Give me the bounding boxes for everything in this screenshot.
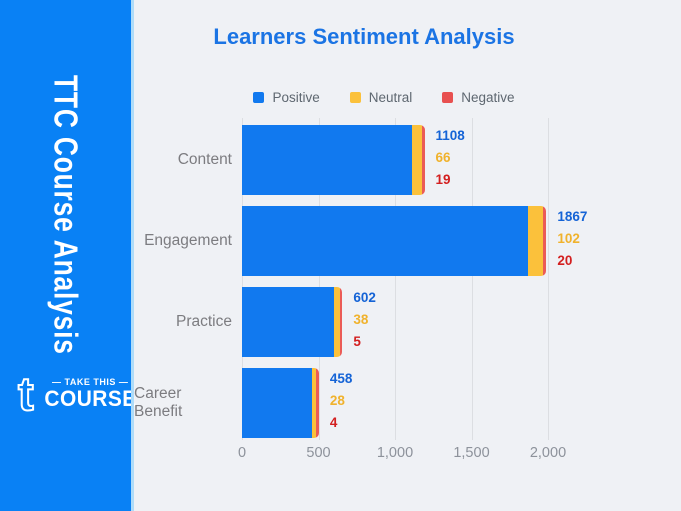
bar-row: Practice 602 38 5 <box>134 287 681 357</box>
sidebar: TTC Course Analysis t — TAKE THIS — COUR… <box>0 0 136 511</box>
x-axis-label: 1,000 <box>376 445 414 461</box>
x-axis-label: 500 <box>306 445 331 461</box>
value-label-neutral: 28 <box>329 393 345 408</box>
bar-segment-neutral <box>527 206 544 276</box>
legend-item-positive: Positive <box>253 90 320 105</box>
legend-item-negative: Negative <box>442 90 515 105</box>
bar-row: Career Benefit 458 28 4 <box>134 368 681 438</box>
bar-segment-neutral <box>312 368 317 438</box>
legend-label-negative: Negative <box>461 90 515 105</box>
bar-row: Engagement 1867 102 20 <box>134 206 681 276</box>
gridline <box>242 118 243 440</box>
sidebar-vertical-title: TTC Course Analysis <box>47 75 85 355</box>
gridline <box>395 118 396 440</box>
bar-row: Content 1108 66 19 <box>134 125 681 195</box>
value-labels: 458 28 4 <box>330 368 353 434</box>
value-labels: 1108 66 19 <box>436 125 465 191</box>
bar-stack <box>242 206 547 276</box>
brand-t-icon: t <box>17 367 35 420</box>
value-labels: 602 38 5 <box>353 287 376 353</box>
main-area: Learners Sentiment Analysis Positive Neu… <box>134 0 681 511</box>
category-label: Practice <box>176 313 232 330</box>
bar-segment-negative <box>543 206 547 276</box>
legend-label-positive: Positive <box>272 90 320 105</box>
legend-label-neutral: Neutral <box>368 90 413 105</box>
value-label-neutral: 66 <box>435 150 451 165</box>
category-label: Engagement <box>144 232 232 249</box>
x-axis-label: 1,500 <box>453 445 490 461</box>
gridline <box>471 118 473 440</box>
brand-text: — TAKE THIS — COURSE <box>42 377 139 411</box>
gridline <box>548 118 549 440</box>
value-label-neutral: 102 <box>557 231 580 246</box>
brand-tagline: — TAKE THIS — <box>52 377 129 387</box>
bar-stack <box>242 368 319 438</box>
sidebar-title-wrap: TTC Course Analysis <box>0 0 131 430</box>
value-label-positive: 458 <box>329 371 353 386</box>
legend-swatch-negative <box>442 92 454 103</box>
x-axis-label: 0 <box>237 445 247 461</box>
value-label-neutral: 38 <box>353 312 369 327</box>
value-label-positive: 1867 <box>557 209 588 224</box>
gridline <box>318 118 320 440</box>
bar-segment-neutral <box>334 287 340 357</box>
value-labels: 1867 102 20 <box>557 206 587 272</box>
category-label: Content <box>177 151 232 168</box>
legend-item-neutral: Neutral <box>349 90 413 105</box>
value-label-negative: 5 <box>353 334 361 349</box>
category-label: Career Benefit <box>134 385 183 420</box>
bar-segment-positive <box>242 206 528 276</box>
brand-logo: t — TAKE THIS — COURSE <box>17 367 136 420</box>
value-label-negative: 20 <box>557 253 573 268</box>
bar-segment-positive <box>242 368 313 438</box>
bar-segment-positive <box>242 125 412 195</box>
value-label-negative: 4 <box>329 415 338 430</box>
x-axis-label: 2,000 <box>529 445 567 461</box>
bar-segment-neutral <box>411 125 422 195</box>
bar-chart-plot: 0 500 1,000 1,500 2,000 Content 1108 66 19 Engage… <box>134 118 681 488</box>
bar-segment-positive <box>242 287 335 357</box>
bar-segment-negative <box>339 287 343 357</box>
bar-stack <box>242 287 343 357</box>
bar-segment-negative <box>316 368 319 438</box>
bar-segment-negative <box>421 125 425 195</box>
brand-name: COURSE <box>44 386 137 411</box>
legend: Positive Neutral Negative <box>134 90 634 105</box>
value-label-positive: 1108 <box>435 128 465 143</box>
legend-swatch-positive <box>253 92 265 103</box>
bar-stack <box>242 125 425 195</box>
value-label-negative: 19 <box>435 172 451 187</box>
sidebar-divider <box>131 0 134 511</box>
chart-title: Learners Sentiment Analysis <box>213 24 515 49</box>
legend-swatch-neutral <box>349 92 361 103</box>
value-label-positive: 602 <box>353 290 376 305</box>
